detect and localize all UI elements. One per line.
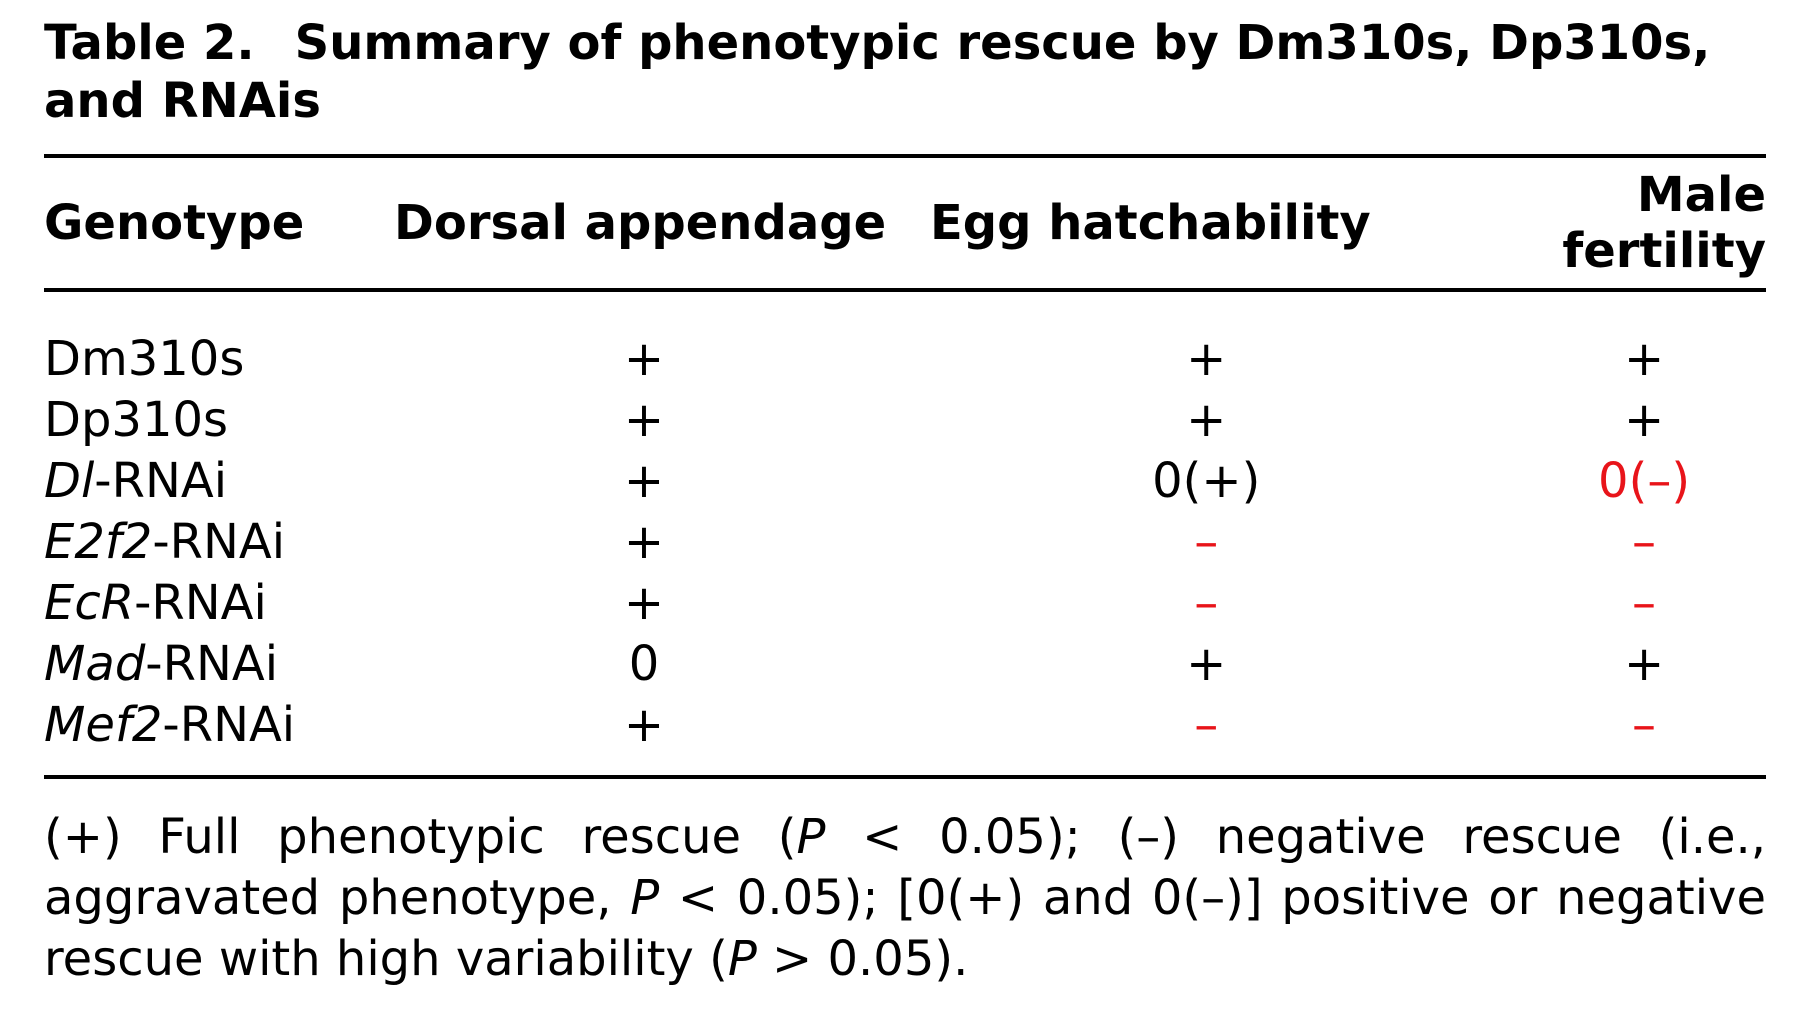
header-genotype: Genotype	[44, 195, 305, 251]
table-footnote: (+) Full phenotypic rescue (P < 0.05); (…	[44, 807, 1766, 990]
dorsal-appendage-cell: +	[623, 513, 665, 570]
male-fertility-cell: +	[1623, 635, 1665, 692]
header-egg-hatchability: Egg hatchability	[930, 195, 1371, 251]
footnote-text: < 0.05); [0(+) and 0(–)] positive or neg…	[44, 870, 1766, 987]
table-row: EcR-RNAi + – –	[44, 572, 1766, 633]
table-row: Dp310s + + +	[44, 389, 1766, 450]
dorsal-appendage-cell: +	[623, 696, 665, 753]
genotype-cell: E2f2-RNAi	[44, 514, 376, 570]
genotype-cell: Dm310s	[44, 331, 376, 387]
table-title: Summary of phenotypic rescue by Dm310s, …	[44, 15, 1711, 129]
genotype-label: -RNAi	[94, 452, 228, 509]
table-caption: Table 2. Summary of phenotypic rescue by …	[44, 14, 1766, 130]
table-row: Dm310s + + +	[44, 328, 1766, 389]
male-fertility-cell: –	[1632, 696, 1657, 753]
table-header: Genotype Dorsal appendage Egg hatchabili…	[44, 158, 1766, 288]
table-row: E2f2-RNAi + – –	[44, 511, 1766, 572]
header-dorsal-appendage: Dorsal appendage	[394, 195, 887, 251]
bottom-rule	[44, 775, 1766, 779]
genotype-cell: EcR-RNAi	[44, 575, 376, 631]
footnote-p-symbol: P	[796, 809, 826, 865]
table-body: Dm310s + + + Dp310s + + + Dl-RNAi +0(+) 0(–) E2f2-R…	[44, 292, 1766, 775]
table-figure: Table 2. Summary of phenotypic rescue by …	[44, 14, 1766, 990]
table-row: Mad-RNAi 0 + +	[44, 633, 1766, 694]
genotype-label: -RNAi	[152, 513, 286, 570]
egg-hatchability-cell: +	[1186, 330, 1227, 387]
male-fertility-cell: +	[1623, 330, 1665, 387]
male-fertility-cell: –	[1632, 574, 1657, 631]
egg-hatchability-cell: –	[1194, 696, 1219, 753]
genotype-cell: Dl-RNAi	[44, 453, 376, 509]
genotype-label: Dm310s	[44, 330, 245, 387]
header-rule	[44, 288, 1766, 292]
gene-name: Mad	[44, 635, 146, 692]
dorsal-appendage-cell: +	[623, 330, 665, 387]
footnote-p-symbol: P	[727, 931, 757, 987]
gene-name: EcR	[44, 574, 135, 631]
table-row: Mef2-RNAi + – –	[44, 694, 1766, 755]
egg-hatchability-cell: –	[1194, 513, 1219, 570]
genotype-label: -RNAi	[162, 696, 296, 753]
male-fertility-cell: +	[1623, 391, 1665, 448]
male-fertility-cell: 0(–)	[1598, 452, 1691, 509]
footnote-text: > 0.05).	[756, 931, 969, 987]
dorsal-appendage-cell: +	[623, 574, 665, 631]
genotype-label: -RNAi	[134, 574, 267, 631]
table-row: Dl-RNAi +0(+) 0(–)	[44, 450, 1766, 511]
table-label: Table 2.	[44, 15, 255, 71]
dorsal-appendage-cell: 0	[628, 635, 660, 692]
gene-name: E2f2	[44, 513, 153, 570]
top-rule	[44, 154, 1766, 158]
genotype-label: Dp310s	[44, 391, 229, 448]
egg-hatchability-cell: +	[1186, 391, 1227, 448]
egg-hatchability-cell: –	[1194, 574, 1219, 631]
footnote-text: < 0.05); (–) negative rescue (i.e., aggr…	[44, 809, 1766, 926]
genotype-cell: Dp310s	[44, 392, 376, 448]
egg-hatchability-cell: 0(+)	[1152, 452, 1261, 509]
gene-name: Dl	[44, 452, 95, 509]
dorsal-appendage-cell: +	[623, 452, 665, 509]
dorsal-appendage-cell: +	[623, 391, 665, 448]
genotype-cell: Mef2-RNAi	[44, 697, 376, 753]
genotype-label: -RNAi	[145, 635, 279, 692]
male-fertility-cell: –	[1632, 513, 1657, 570]
gene-name: Mef2	[44, 696, 163, 753]
footnote-p-symbol: P	[630, 870, 660, 926]
footnote-text: (+) Full phenotypic rescue (	[44, 809, 797, 865]
egg-hatchability-cell: +	[1186, 635, 1227, 692]
header-male-fertility: Male fertility	[1562, 167, 1766, 279]
genotype-cell: Mad-RNAi	[44, 636, 376, 692]
